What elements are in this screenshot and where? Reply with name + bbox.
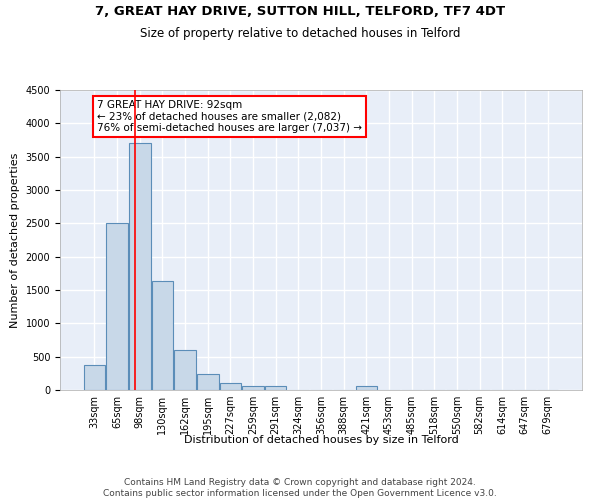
Bar — [356, 386, 377, 390]
Bar — [175, 350, 196, 390]
Bar — [242, 386, 264, 390]
Text: Distribution of detached houses by size in Telford: Distribution of detached houses by size … — [184, 435, 458, 445]
Y-axis label: Number of detached properties: Number of detached properties — [10, 152, 20, 328]
Text: Size of property relative to detached houses in Telford: Size of property relative to detached ho… — [140, 28, 460, 40]
Bar — [84, 366, 105, 390]
Bar — [106, 224, 128, 390]
Text: 7, GREAT HAY DRIVE, SUTTON HILL, TELFORD, TF7 4DT: 7, GREAT HAY DRIVE, SUTTON HILL, TELFORD… — [95, 5, 505, 18]
Text: 7 GREAT HAY DRIVE: 92sqm
← 23% of detached houses are smaller (2,082)
76% of sem: 7 GREAT HAY DRIVE: 92sqm ← 23% of detach… — [97, 100, 362, 133]
Bar — [265, 386, 286, 390]
Text: Contains HM Land Registry data © Crown copyright and database right 2024.
Contai: Contains HM Land Registry data © Crown c… — [103, 478, 497, 498]
Bar — [152, 282, 173, 390]
Bar — [129, 144, 151, 390]
Bar — [220, 384, 241, 390]
Bar — [197, 374, 218, 390]
